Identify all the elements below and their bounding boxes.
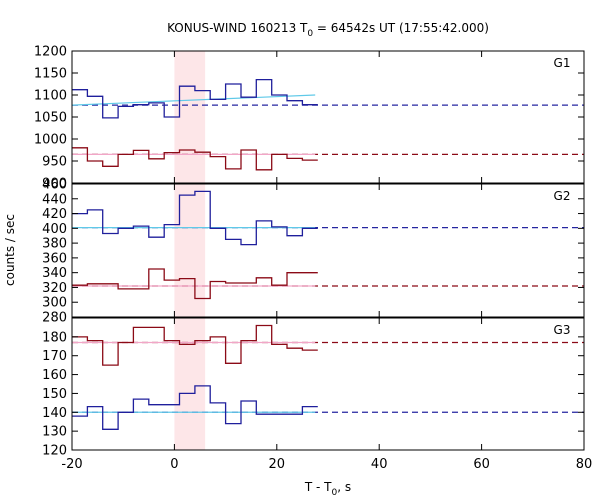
x-tick-label: -20 [61, 457, 82, 472]
fit-line-blue [72, 94, 316, 106]
y-tick-label: 1150 [34, 67, 67, 82]
panel-g1: 900 950 1000 1050 1100 1150 1200 G1 [34, 45, 585, 192]
y-tick-label: 360 [42, 251, 67, 266]
highlight-band [174, 318, 206, 450]
step-series-red [72, 147, 318, 171]
y-tick-label: 340 [42, 266, 67, 281]
y-tick-label: 170 [42, 349, 67, 364]
y-tick-label: 400 [42, 222, 67, 237]
panel-frame [71, 183, 585, 318]
step-series-blue [72, 78, 318, 119]
y-tick-label: 300 [42, 296, 67, 311]
x-tick-label: 80 [576, 457, 593, 472]
panel-g3: 120 130 140 150 160 170 180 -20 0 20 40 60 80 G3 [42, 317, 593, 472]
y-tick-label: 460 [42, 178, 67, 193]
x-axis-label: T - T0, s [304, 480, 351, 498]
step-series-blue [72, 385, 318, 430]
y-tick-label: 180 [42, 330, 67, 345]
y-tick-label: 320 [42, 281, 67, 296]
panel-label-g3: G3 [554, 323, 571, 337]
y-tick-label: 280 [42, 311, 67, 326]
y-tick-label: 1050 [34, 111, 67, 126]
step-series-red [72, 324, 318, 366]
chart-title: KONUS-WIND 160213 T0 = 64542s UT (17:55:… [167, 21, 489, 39]
y-tick-label: 1000 [34, 133, 67, 148]
y-tick-label: 1100 [34, 89, 67, 104]
y-tick-label: 440 [42, 192, 67, 207]
panel-frame [71, 317, 585, 451]
x-tick-label: 20 [269, 457, 286, 472]
x-tick-label: 40 [371, 457, 388, 472]
y-tick-label: 160 [42, 368, 67, 383]
y-tick-label: 140 [42, 406, 67, 421]
y-tick-label: 900 [42, 177, 67, 192]
y-tick-label: 150 [42, 387, 67, 402]
step-series-red [72, 268, 318, 300]
x-tick-label: 60 [473, 457, 490, 472]
y-tick-label: 950 [42, 155, 67, 170]
x-tick-label: 0 [170, 457, 178, 472]
panel-label-g1: G1 [554, 56, 571, 70]
y-tick-label: 130 [42, 425, 67, 440]
y-tick-label: 120 [42, 444, 67, 459]
y-tick-label: 1200 [34, 45, 67, 60]
step-series-blue [72, 190, 318, 246]
panel-frame [71, 50, 585, 184]
y-tick-label: 380 [42, 237, 67, 252]
chart-panels: 90095010001050110011501200G1280300320340… [34, 45, 592, 473]
y-tick-label: 420 [42, 207, 67, 222]
y-axis-label: counts / sec [3, 214, 17, 286]
panel-label-g2: G2 [554, 189, 571, 203]
